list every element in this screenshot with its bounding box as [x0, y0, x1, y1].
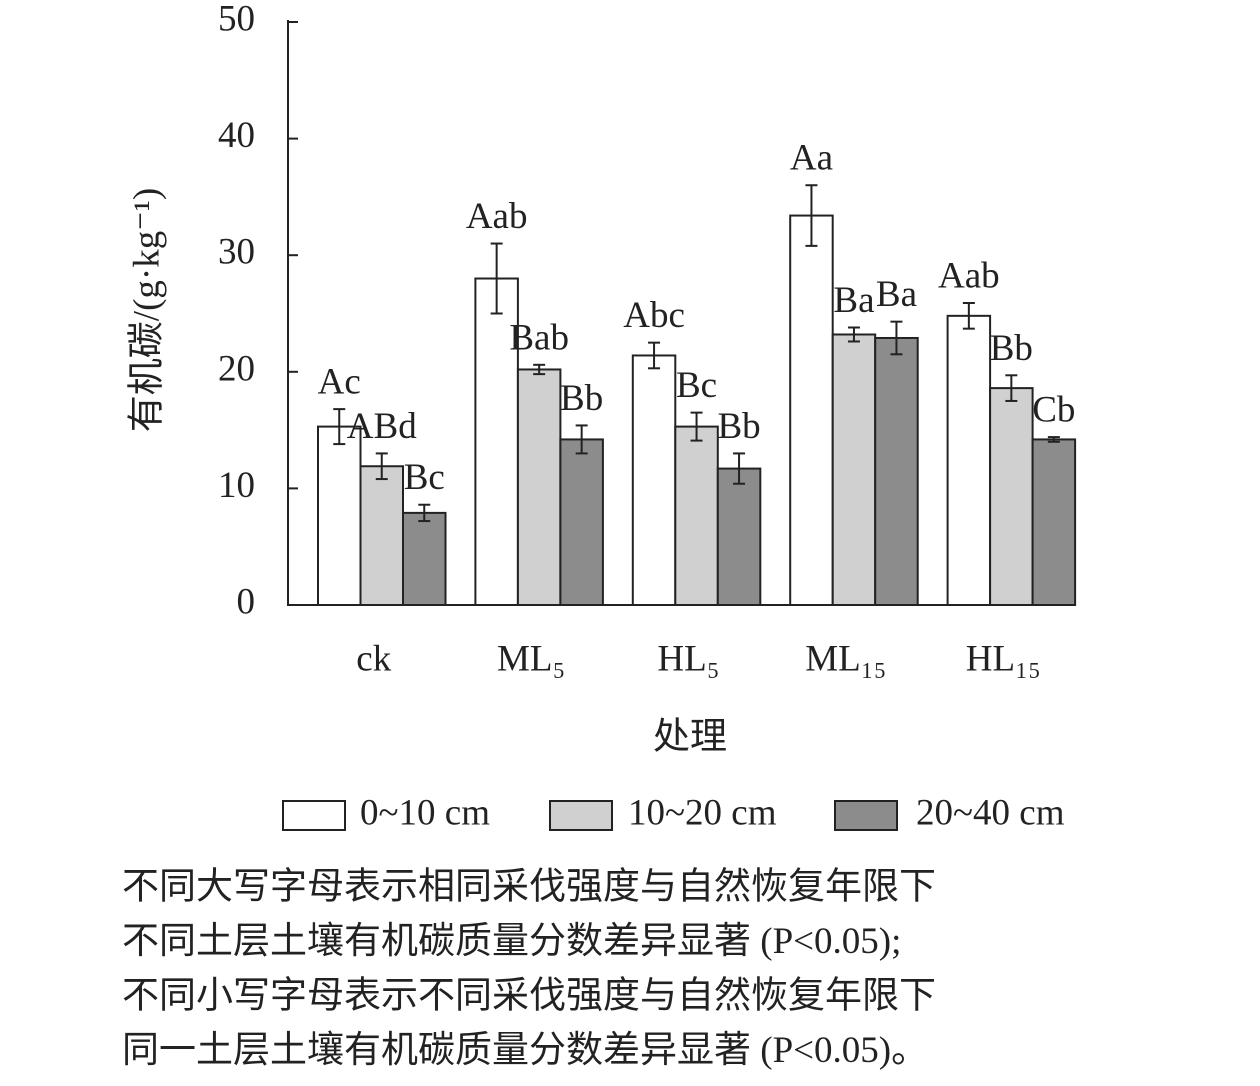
y-tick-label: 20 — [218, 348, 255, 389]
x-tick-label: ML₁₅ — [805, 638, 886, 679]
error-bar — [690, 411, 703, 442]
error-bar — [847, 326, 860, 343]
bar — [516, 368, 562, 606]
y-tick-label: 30 — [218, 232, 255, 273]
bar — [559, 438, 604, 607]
bar — [1031, 438, 1077, 607]
bar — [402, 511, 447, 606]
significance-label: Abc — [623, 295, 685, 336]
significance-label: Aab — [938, 255, 1000, 296]
y-tick-label: 50 — [218, 0, 255, 39]
significance-label: Bab — [509, 317, 569, 358]
significance-label: Bc — [676, 365, 717, 406]
error-bar — [575, 424, 588, 455]
error-bar — [490, 242, 503, 315]
legend-swatch — [282, 800, 346, 831]
bar — [789, 214, 834, 606]
significance-label: Aa — [790, 138, 833, 179]
error-bar — [962, 302, 975, 330]
legend-swatch — [549, 800, 613, 831]
significance-label: Ba — [833, 280, 874, 321]
significance-label: Ba — [876, 274, 917, 315]
bar — [474, 277, 519, 606]
significance-label: Bc — [404, 457, 445, 498]
error-bar — [333, 408, 346, 446]
y-tick-label: 0 — [237, 581, 256, 622]
bar — [631, 354, 677, 607]
error-bar — [418, 503, 431, 523]
error-bar — [733, 452, 746, 485]
bar — [716, 467, 762, 606]
significance-label: Bb — [560, 378, 603, 419]
x-axis-label: 处理 — [653, 716, 727, 757]
error-bar — [648, 341, 661, 370]
x-tick-label: ck — [356, 638, 391, 679]
y-axis-label: 有机碳/(g·kg⁻¹) — [126, 188, 167, 432]
bar — [946, 314, 992, 606]
x-tick-label: HL₅ — [657, 638, 719, 679]
significance-label: Cb — [1032, 390, 1075, 431]
legend-swatch — [834, 800, 898, 831]
error-bar — [1047, 436, 1060, 443]
error-bar — [805, 184, 818, 247]
bar — [874, 336, 919, 606]
error-bar — [1005, 374, 1018, 402]
error-bar — [375, 452, 388, 481]
significance-label: Bb — [717, 406, 760, 447]
bar — [359, 465, 404, 606]
bar — [674, 425, 719, 606]
bar — [317, 425, 362, 606]
y-tick-label: 40 — [218, 115, 255, 156]
error-bar — [890, 320, 903, 356]
significance-label: Aab — [466, 196, 528, 237]
legend-label: 20~40 cm — [916, 792, 1065, 833]
bar — [989, 387, 1034, 606]
legend-label: 0~10 cm — [360, 792, 490, 833]
bar — [831, 333, 877, 606]
note-line: 不同大写字母表示相同采伐强度与自然恢复年限下 — [122, 865, 936, 907]
legend-label: 10~20 cm — [628, 792, 777, 833]
significance-label: Ac — [318, 362, 361, 403]
x-tick-label: HL₁₅ — [966, 638, 1041, 679]
error-bar — [533, 363, 546, 376]
significance-label: ABd — [347, 406, 417, 447]
note-line: 不同小写字母表示不同采伐强度与自然恢复年限下 — [122, 974, 936, 1016]
note-line: 不同土层土壤有机碳质量分数差异显著 (P<0.05); — [122, 920, 901, 962]
y-tick-label: 10 — [218, 465, 255, 506]
significance-label: Bb — [990, 328, 1033, 369]
x-tick-label: ML₅ — [497, 638, 565, 679]
note-line: 同一土层土壤有机碳质量分数差异显著 (P<0.05)。 — [122, 1029, 928, 1071]
